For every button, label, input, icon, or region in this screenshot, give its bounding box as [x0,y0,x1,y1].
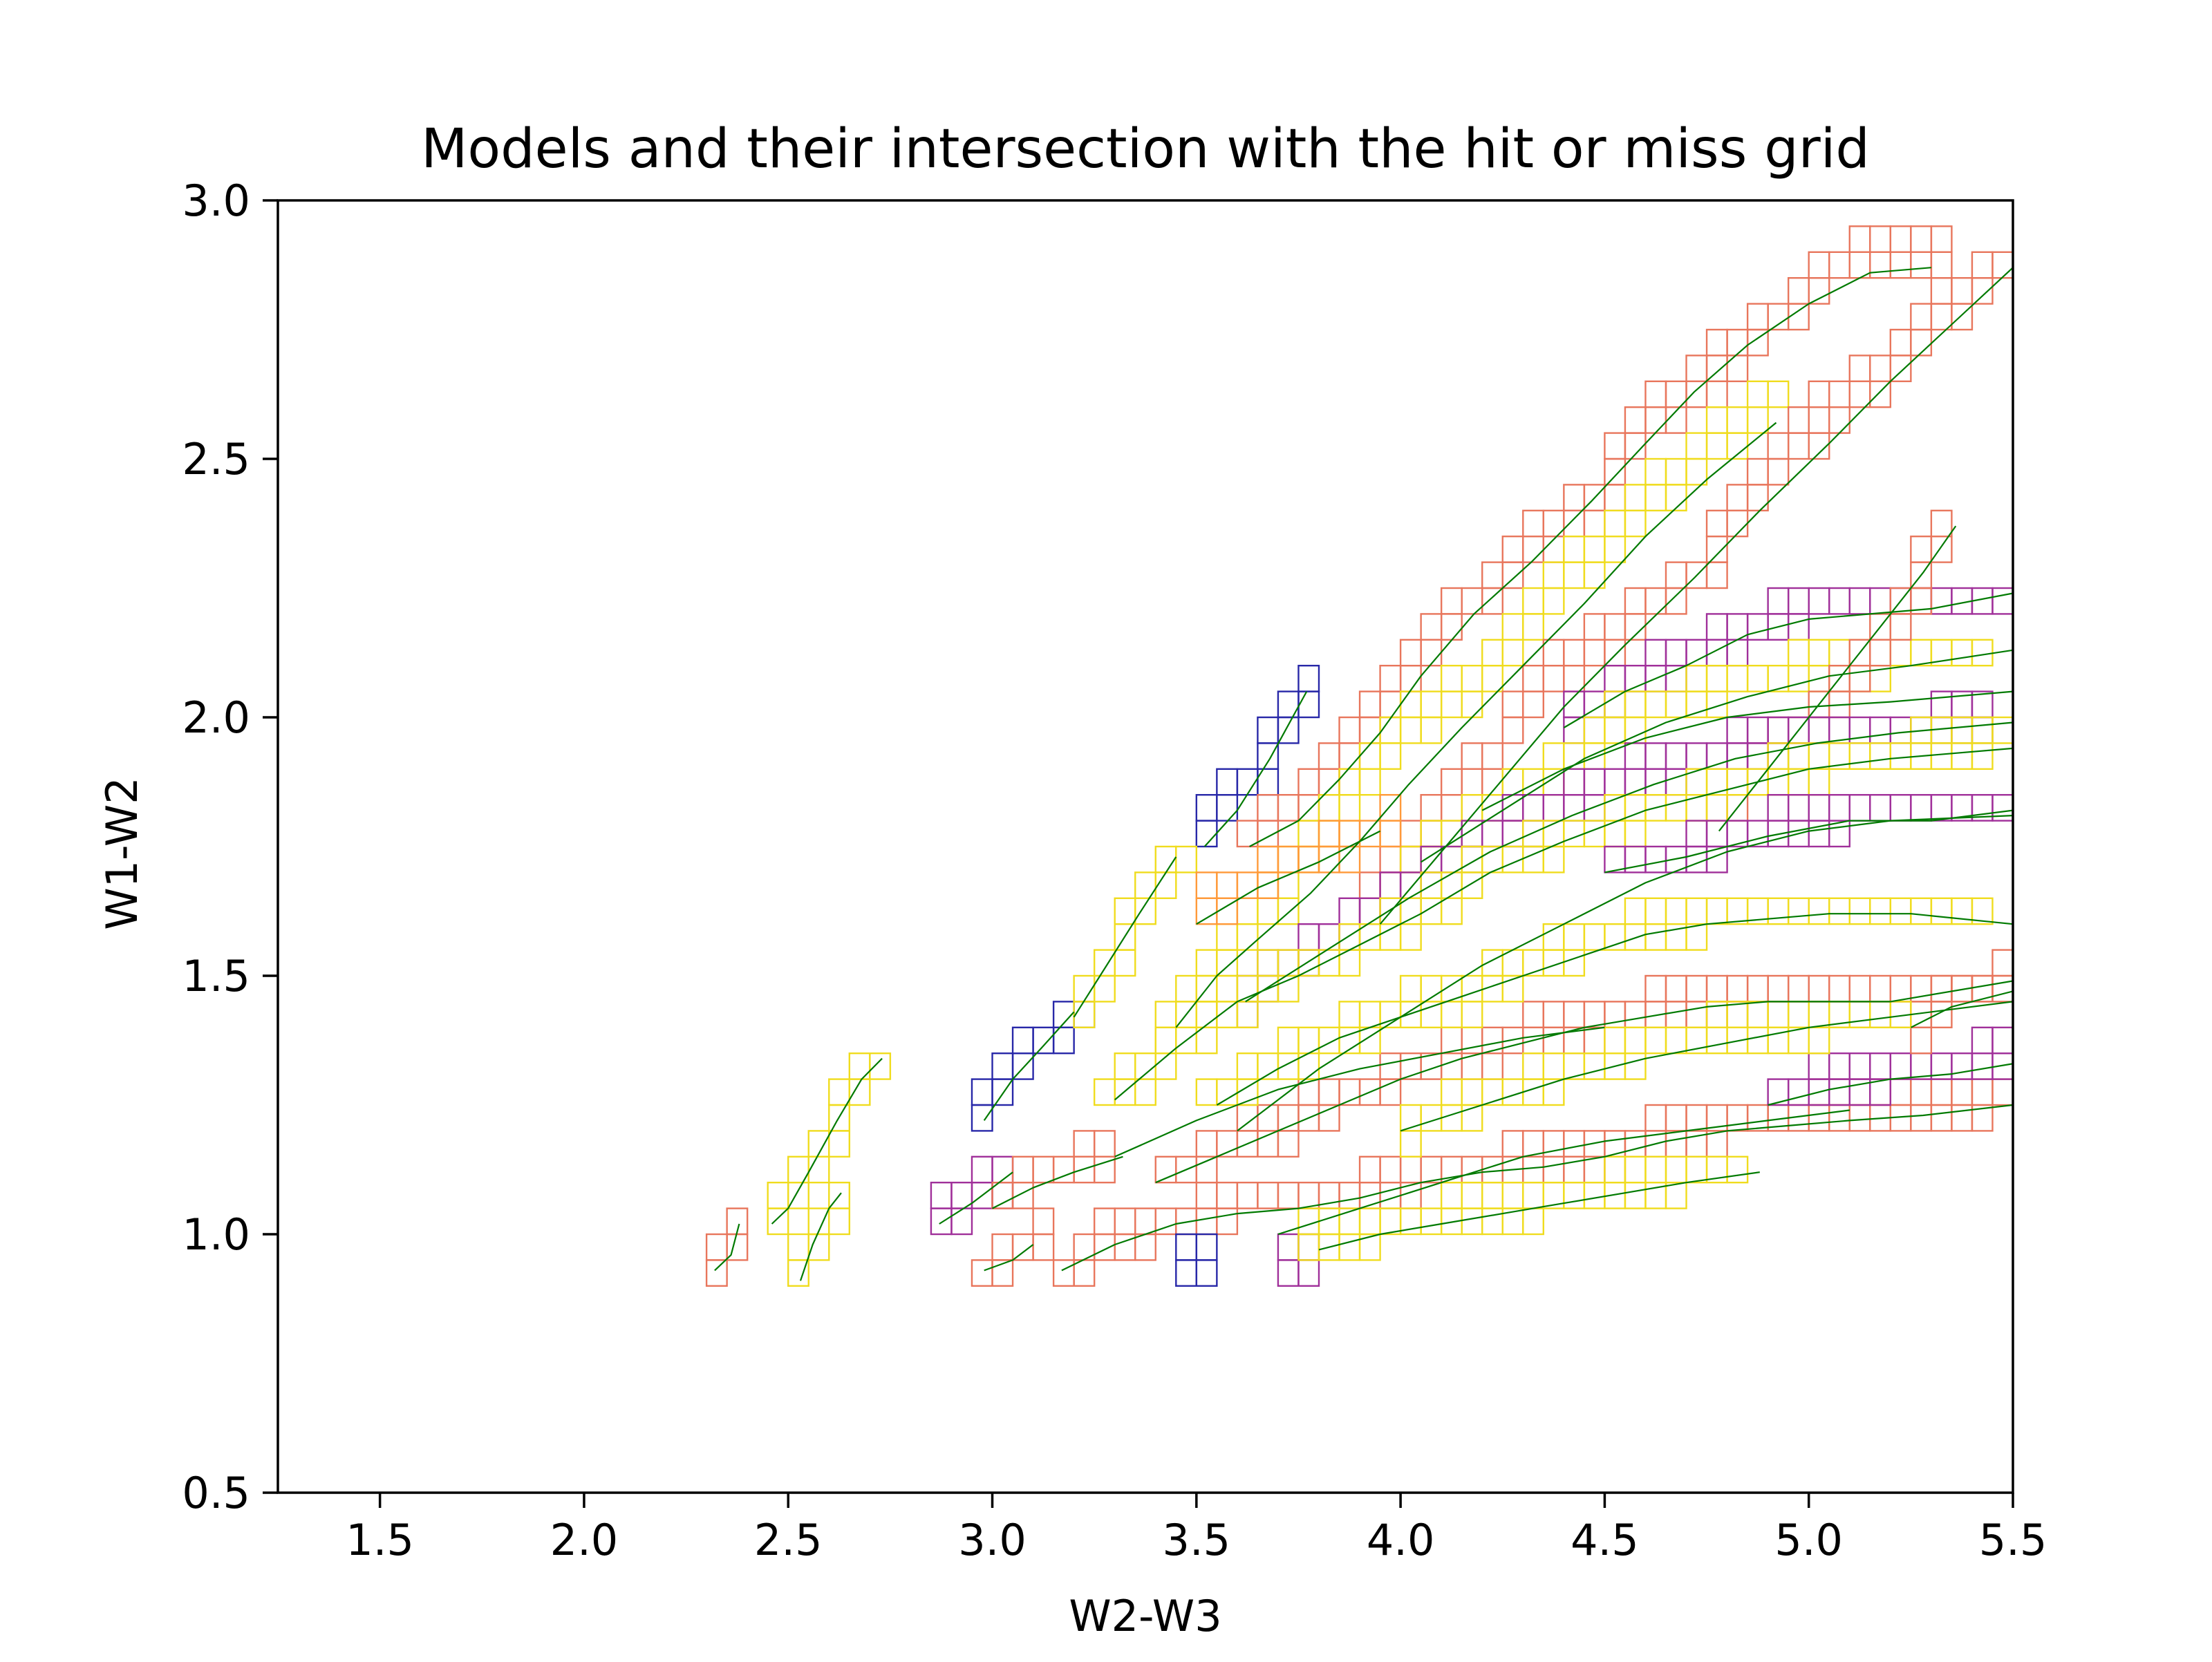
y-tick-label: 3.0 [182,176,250,226]
x-tick-label: 3.5 [1163,1515,1231,1565]
model-curve [1910,990,2013,1028]
grid-cell [1175,845,1198,874]
model-curve [1155,980,2013,1184]
grid-cell [828,1181,851,1209]
model-curve [1175,422,1777,1028]
plot-frame [276,199,2014,1494]
model-curve [1563,592,2013,728]
model-curve [992,1155,1123,1209]
x-tick-label: 5.0 [1774,1515,1843,1565]
model-curve [799,1192,842,1281]
y-axis-label: W1-W2 [97,777,147,929]
grid-cell [1930,509,1953,538]
grid-cell [1991,1026,2013,1055]
model-curves [714,267,2013,1281]
model-curve [1718,525,1957,832]
grid-cell [1991,949,2013,977]
grid-cell [1297,665,1320,692]
model-curve [1768,1063,2013,1106]
grid-cell [1930,225,1953,253]
grid-cell [1195,1233,1218,1261]
grid-cell [1991,716,2013,744]
x-tick-label: 1.5 [346,1515,414,1565]
grid-cell [869,1052,892,1080]
model-curve [984,1244,1034,1272]
grid-cell [1379,793,1402,822]
grid-cell [1726,1155,1749,1184]
model-curve [1318,1171,1760,1251]
y-tick-label: 1.5 [182,951,250,1001]
y-tick-label: 0.5 [182,1468,250,1518]
x-tick-label: 4.5 [1571,1515,1639,1565]
model-curve [1249,267,1931,847]
chart-title: Models and their intersection with the h… [421,118,1870,180]
x-tick-label: 4.0 [1367,1515,1435,1565]
model-curve [1114,747,2013,1101]
grid-cell [1991,793,2013,822]
model-curve [1379,267,2013,925]
x-tick-label: 3.0 [958,1515,1027,1565]
grid-cell [1971,897,1994,925]
model-curve [1277,1109,1850,1236]
model-curve [714,1223,740,1272]
x-tick-label: 5.5 [1979,1515,2047,1565]
model-curve [1114,1026,1605,1158]
grid-cell [1991,587,2013,615]
model-curve [1196,830,1381,925]
model-curve [771,1057,883,1225]
y-tick-label: 2.5 [182,434,250,484]
plot-area [705,225,2013,1287]
grid-cell [1093,1130,1116,1158]
model-curve [1400,1001,2013,1132]
model-curve [1245,721,2013,1003]
model-curve [1216,913,2013,1106]
x-tick-label: 2.0 [550,1515,619,1565]
model-curve [1481,690,2013,811]
y-tick-label: 1.0 [182,1209,250,1260]
x-tick-label: 2.5 [754,1515,823,1565]
grid-cell [1481,742,1503,771]
model-curve [1061,1104,2013,1272]
model-curve [1237,815,2013,1132]
model-curve [1073,856,1177,1018]
y-tick-label: 2.0 [182,692,250,743]
model-curve [1421,649,2013,863]
model-curve [1203,691,1308,847]
model-curve [983,1011,1075,1122]
model-curve [939,1171,1013,1225]
grid-cell [1032,1207,1055,1236]
grid-cell [1767,380,1790,408]
x-axis-label: W2-W3 [1069,1591,1221,1641]
